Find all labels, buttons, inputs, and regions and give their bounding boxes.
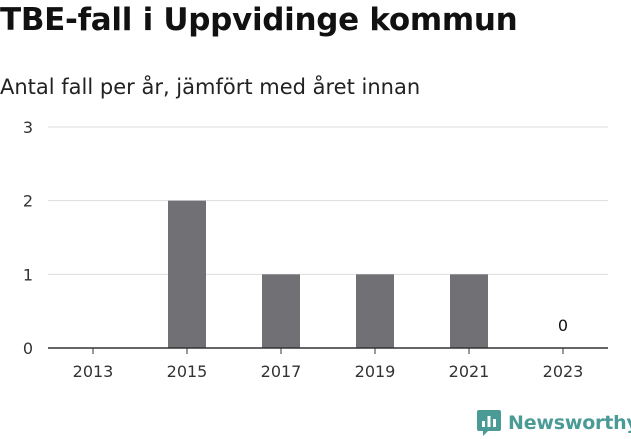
x-axis: 2013 2015 2017 2019 2021 2023: [48, 347, 608, 381]
bar: [356, 274, 394, 348]
x-tick-label: 2015: [167, 362, 208, 381]
x-tick-label: 2023: [543, 362, 584, 381]
x-tick-label: 2013: [73, 362, 114, 381]
gridlines: [48, 126, 608, 275]
bar: [168, 200, 206, 348]
y-tick-label: 3: [23, 118, 33, 137]
y-axis: 0 1 2 3: [23, 118, 33, 358]
newsworthy-chart-icon: [477, 410, 501, 436]
y-tick-label: 2: [23, 192, 33, 211]
x-tick-label: 2019: [355, 362, 396, 381]
x-tick-label: 2017: [261, 362, 302, 381]
chart-title: TBE-fall i Uppvidinge kommun: [0, 2, 518, 38]
bar: [450, 274, 488, 348]
y-tick-label: 1: [23, 265, 33, 284]
x-tick-label: 2021: [449, 362, 490, 381]
newsworthy-logo: Newsworthy: [476, 408, 631, 438]
bars: [168, 200, 488, 348]
data-labels: 0: [558, 316, 568, 335]
y-tick-label: 0: [23, 339, 33, 358]
chart-subtitle: Antal fall per år, jämfört med året inna…: [0, 75, 421, 99]
bar: [262, 274, 300, 348]
newsworthy-logo-text: Newsworthy: [508, 412, 631, 434]
data-label: 0: [558, 316, 568, 335]
